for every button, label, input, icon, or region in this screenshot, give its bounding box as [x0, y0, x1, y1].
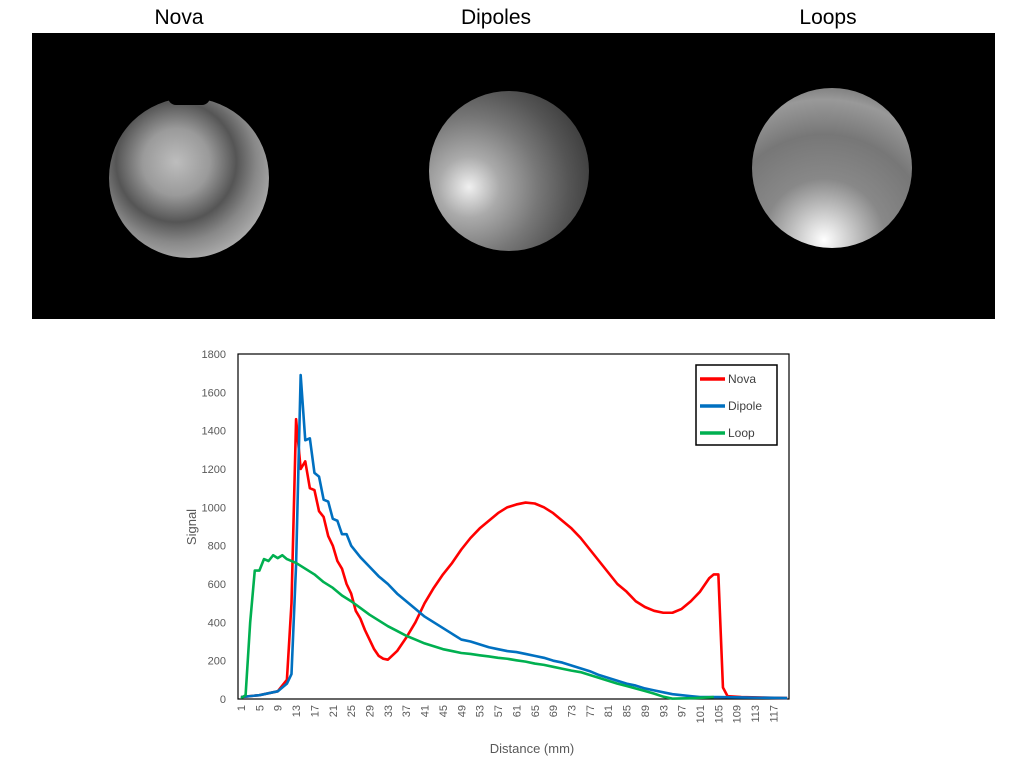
y-tick-label: 1000 — [202, 502, 226, 514]
x-tick-label: 17 — [309, 705, 321, 717]
title-dipoles: Dipoles — [460, 6, 532, 29]
legend-label-dipole: Dipole — [728, 399, 762, 413]
x-tick-label: 89 — [640, 705, 652, 717]
x-tick-label: 41 — [420, 705, 432, 717]
y-tick-label: 800 — [208, 541, 226, 553]
legend-label-loop: Loop — [728, 426, 755, 440]
y-tick-label: 1400 — [202, 426, 226, 438]
x-tick-label: 57 — [493, 705, 505, 717]
legend-label-nova: Nova — [728, 372, 756, 386]
y-tick-label: 0 — [220, 694, 226, 706]
x-tick-label: 1 — [236, 705, 248, 711]
mri-image-loops — [752, 88, 912, 248]
x-tick-label: 109 — [732, 705, 744, 723]
x-tick-label: 25 — [346, 705, 358, 717]
y-tick-label: 200 — [208, 656, 226, 668]
title-loops: Loops — [799, 6, 857, 29]
y-tick-label: 1600 — [202, 387, 226, 399]
x-tick-label: 97 — [677, 705, 689, 717]
x-tick-label: 65 — [530, 705, 542, 717]
x-tick-label: 53 — [475, 705, 487, 717]
x-tick-label: 33 — [383, 705, 395, 717]
mri-image-panel — [32, 33, 995, 319]
x-tick-label: 5 — [254, 705, 266, 711]
x-tick-label: 49 — [456, 705, 468, 717]
x-tick-label: 81 — [603, 705, 615, 717]
y-tick-label: 600 — [208, 579, 226, 591]
x-tick-label: 29 — [365, 705, 377, 717]
x-tick-label: 113 — [750, 705, 762, 723]
title-nova: Nova — [154, 6, 204, 29]
x-tick-label: 13 — [291, 705, 303, 717]
x-tick-label: 93 — [658, 705, 670, 717]
x-tick-label: 105 — [713, 705, 725, 723]
x-tick-label: 73 — [566, 705, 578, 717]
y-tick-label: 400 — [208, 617, 226, 629]
x-tick-label: 61 — [511, 705, 523, 717]
x-tick-label: 45 — [438, 705, 450, 717]
x-tick-label: 9 — [273, 705, 285, 711]
series-line-nova — [240, 417, 788, 700]
x-tick-label: 101 — [695, 705, 707, 723]
x-tick-label: 37 — [401, 705, 413, 717]
y-tick-label: 1800 — [202, 349, 226, 361]
x-tick-label: 85 — [622, 705, 634, 717]
y-tick-label: 1200 — [202, 464, 226, 476]
y-axis-label: Signal — [184, 509, 199, 545]
x-axis-label: Distance (mm) — [490, 741, 575, 756]
series-line-loop — [240, 553, 714, 700]
x-tick-label: 21 — [328, 705, 340, 717]
mri-image-dipoles — [429, 91, 589, 251]
x-tick-label: 77 — [585, 705, 597, 717]
series-line-dipole — [240, 373, 788, 700]
x-tick-label: 69 — [548, 705, 560, 717]
mri-image-nova — [109, 98, 269, 258]
x-tick-label: 117 — [768, 705, 780, 723]
legend: Nova Dipole Loop — [695, 364, 778, 446]
